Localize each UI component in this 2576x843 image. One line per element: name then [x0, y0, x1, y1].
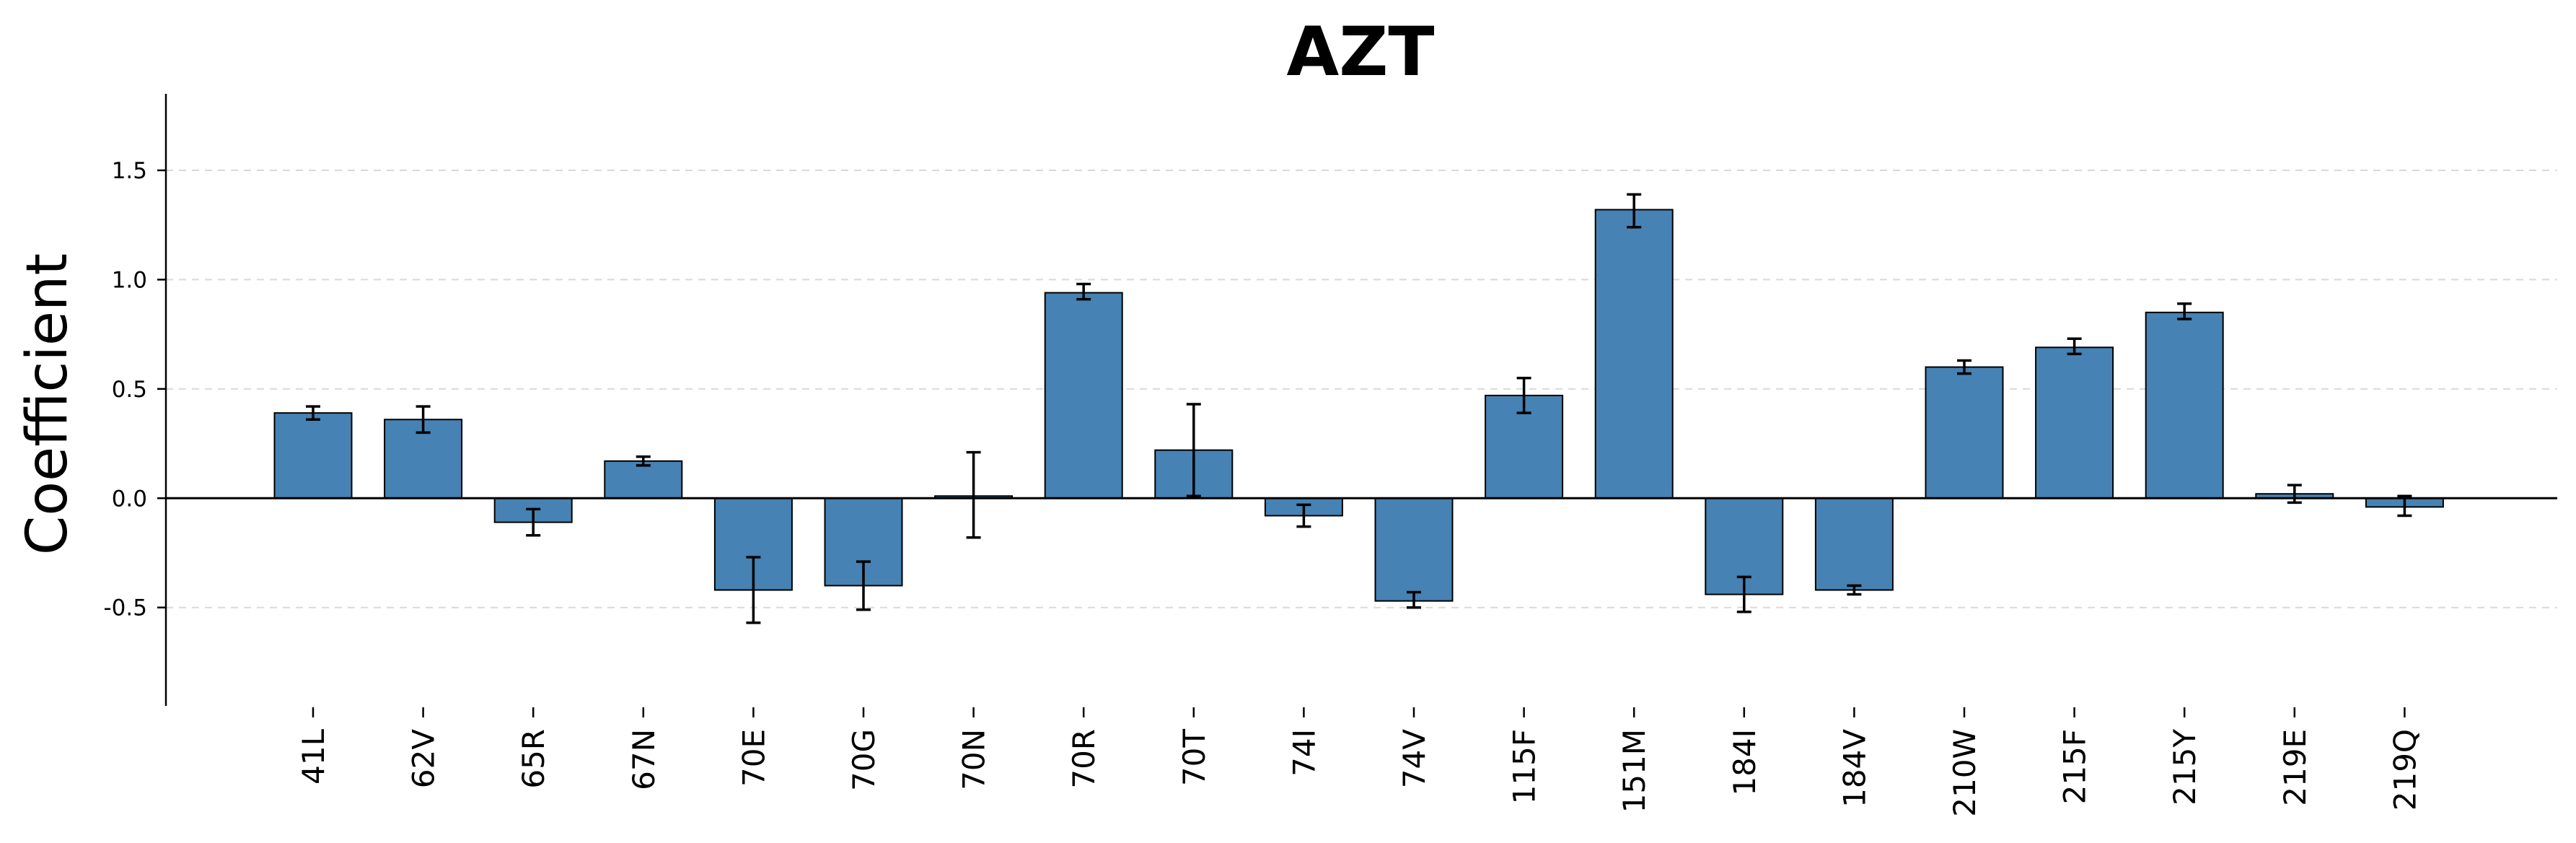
x-tick-label: 65R [516, 729, 551, 789]
x-tick-label: 70T [1177, 729, 1212, 786]
x-tick-label: 67N [626, 729, 661, 790]
bar [1594, 209, 1674, 499]
y-ticks: -0.5 0.0 0.5 1.0 1.5 [104, 158, 166, 621]
x-tick-label: 215Y [2167, 729, 2202, 805]
y-tick-label: 1.5 [112, 158, 147, 184]
x-tick-label: 184I [1727, 729, 1762, 796]
bar [273, 412, 353, 499]
y-tick-label: 0.0 [112, 486, 147, 512]
bar [2145, 311, 2224, 499]
bar [1925, 366, 2004, 499]
x-tick-label: 219E [2277, 729, 2313, 806]
bars [273, 193, 2444, 624]
bar [1044, 292, 1123, 499]
x-tick-label: 115F [1507, 729, 1542, 804]
axes [164, 94, 2557, 706]
y-tick-label: 1.0 [112, 267, 147, 293]
x-ticks: 41L 62V 65R 67N 70E 70G 70N 70R 70T 74I 74V 115F 151… [296, 707, 2422, 817]
x-tick-label: 70N [957, 729, 992, 790]
x-tick-label: 70E [736, 729, 771, 787]
x-tick-label: 74I [1286, 729, 1322, 777]
chart-title: AZT [1286, 13, 1434, 92]
x-tick-label: 70R [1066, 729, 1102, 789]
y-axis-label: Coefficient [15, 253, 80, 555]
y-tick-label: -0.5 [104, 595, 148, 621]
bar [1814, 497, 1894, 591]
x-tick-label: 151M [1617, 729, 1652, 813]
x-tick-label: 70G [846, 729, 882, 791]
x-tick-label: 215F [2057, 729, 2093, 804]
bar [1374, 497, 1454, 602]
y-tick-label: 0.5 [112, 377, 147, 403]
x-tick-label: 62V [406, 729, 441, 788]
x-tick-label: 41L [296, 728, 331, 784]
x-tick-label: 184V [1837, 729, 1872, 808]
x-tick-label: 210W [1947, 729, 1982, 817]
bar [2035, 346, 2114, 499]
x-tick-label: 74V [1397, 729, 1432, 788]
x-tick-label: 219Q [2387, 729, 2422, 811]
